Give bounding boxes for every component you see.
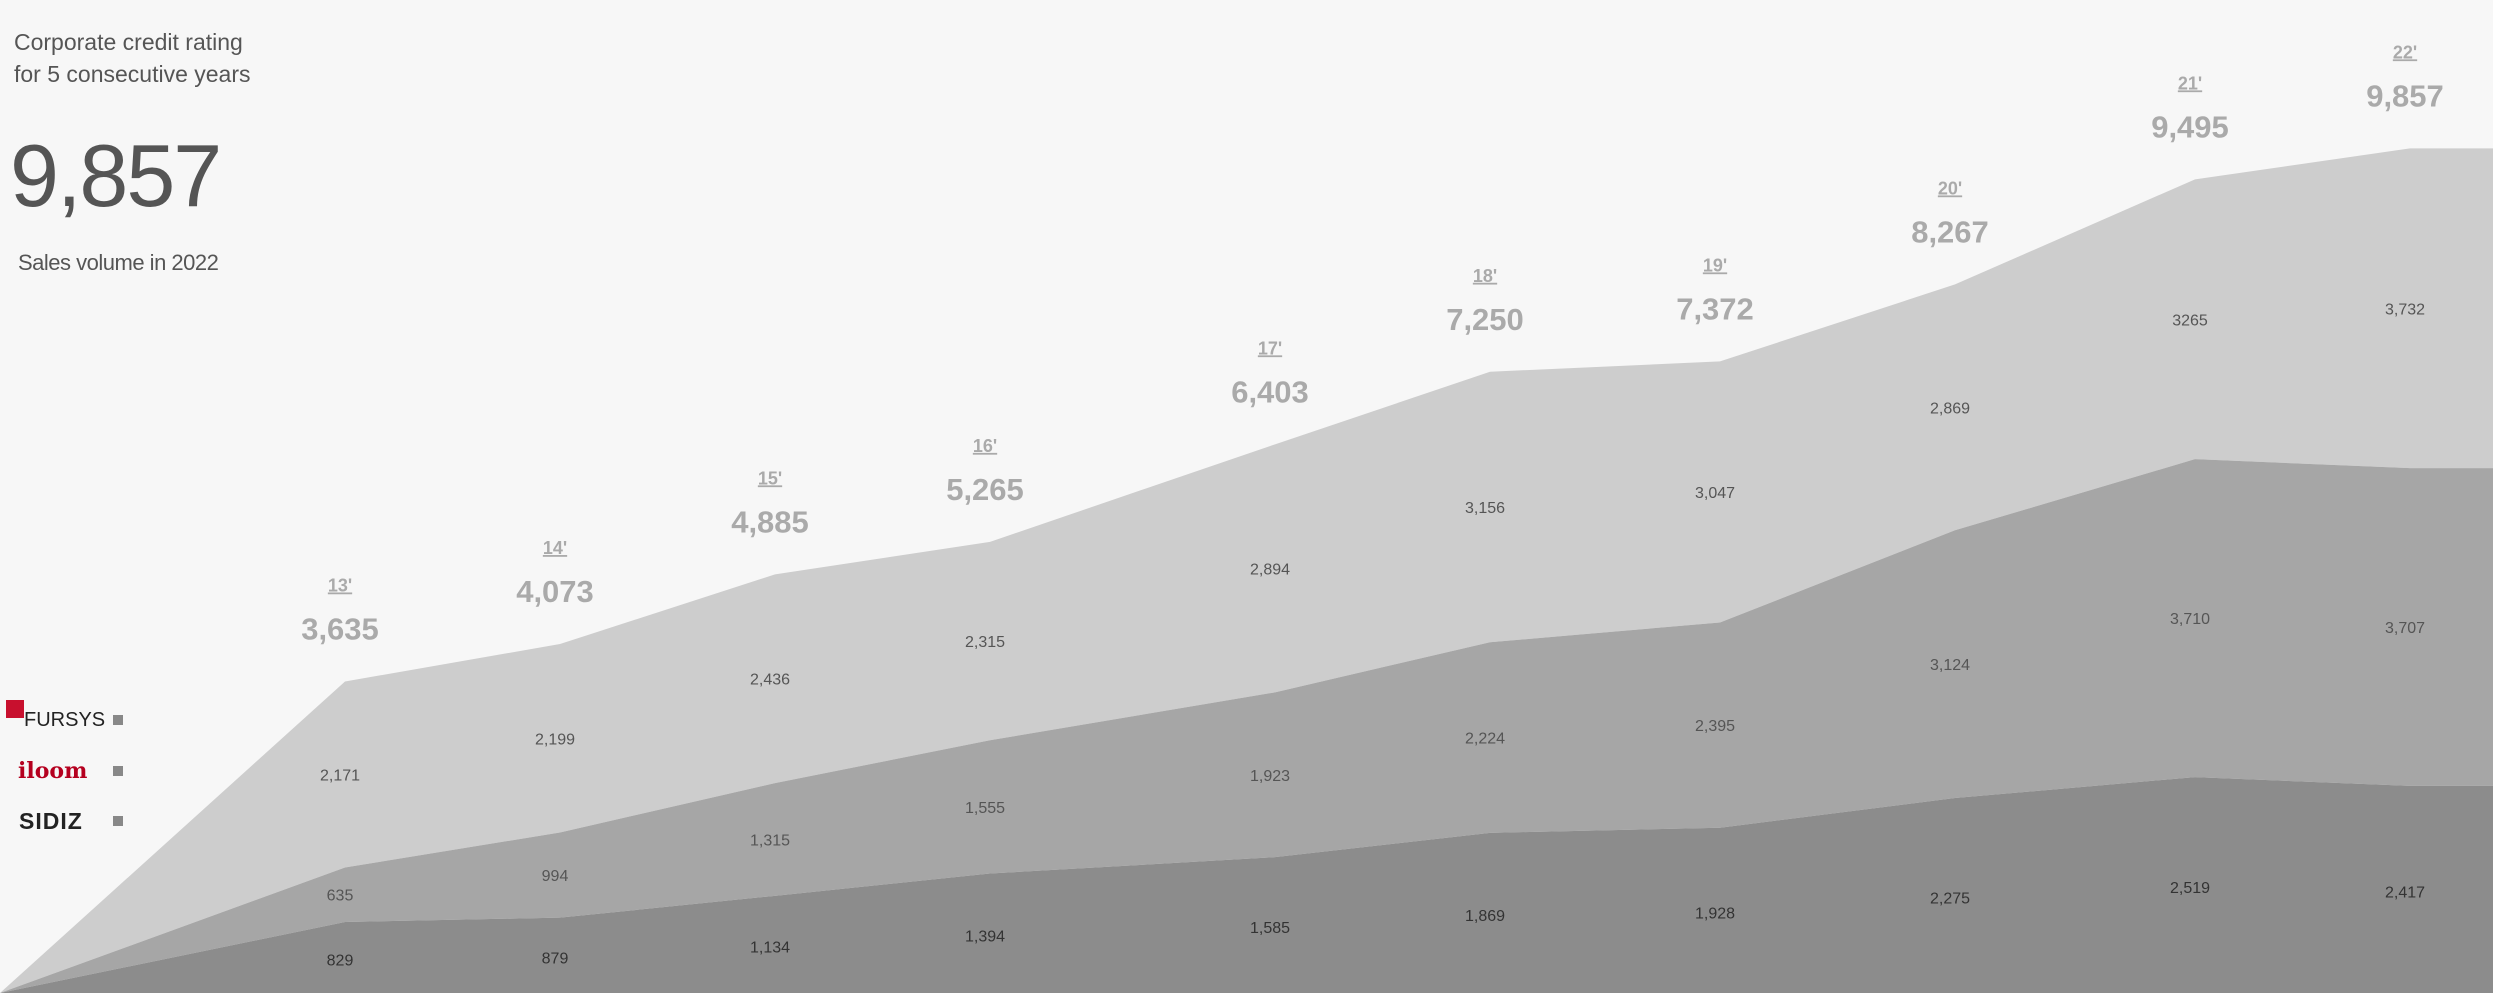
headline-line-2: for 5 consecutive years <box>14 61 251 87</box>
total-label: 3,635 <box>301 611 379 646</box>
legend-label-sidiz: SIDIZ <box>19 807 83 834</box>
year-label: 22' <box>2393 42 2417 62</box>
data-label-middle: 635 <box>327 888 354 905</box>
total-label: 5,265 <box>946 472 1024 507</box>
year-label: 13' <box>328 575 352 595</box>
legend-swatch-sidiz <box>113 816 123 826</box>
total-label: 4,073 <box>516 574 594 609</box>
year-label: 15' <box>758 468 782 488</box>
data-label-top: 2,436 <box>750 672 790 689</box>
legend-label-iloom: iloom <box>18 758 88 784</box>
data-label-top: 2,894 <box>1250 561 1290 578</box>
data-label-middle: 1,923 <box>1250 768 1290 785</box>
data-label-bottom: 879 <box>542 950 569 967</box>
year-label: 14' <box>543 538 567 558</box>
headline: Corporate credit rating for 5 consecutiv… <box>14 26 251 90</box>
data-label-bottom: 2,519 <box>2170 880 2210 897</box>
data-label-bottom: 1,394 <box>965 928 1005 945</box>
headline-line-1: Corporate credit rating <box>14 29 243 55</box>
data-label-bottom: 2,417 <box>2385 884 2425 901</box>
area-series-bottom <box>0 777 2493 993</box>
data-label-bottom: 1,869 <box>1465 908 1505 925</box>
total-label: 9,495 <box>2151 109 2229 144</box>
legend-item-sidiz: SIDIZ <box>0 806 123 836</box>
data-label-top: 2,315 <box>965 634 1005 651</box>
total-label: 9,857 <box>2366 78 2444 113</box>
year-label: 19' <box>1703 255 1727 275</box>
data-label-top: 3,156 <box>1465 500 1505 517</box>
legend-item-iloom: iloom <box>0 756 123 786</box>
data-label-top: 3265 <box>2172 312 2208 329</box>
legend-label-fursys: FURSYS <box>24 708 106 731</box>
year-label: 18' <box>1473 266 1497 286</box>
total-label: 7,372 <box>1676 291 1754 326</box>
year-label: 17' <box>1258 338 1282 358</box>
sales-volume-number: 9,857 <box>10 126 222 225</box>
area-series-middle <box>0 459 2493 993</box>
legend-swatch-fursys <box>113 715 123 725</box>
area-series-top <box>0 148 2493 993</box>
data-label-top: 3,732 <box>2385 301 2425 318</box>
total-label: 4,885 <box>731 504 809 539</box>
data-label-middle: 994 <box>542 868 569 885</box>
data-label-bottom: 1,928 <box>1695 905 1735 922</box>
data-label-middle: 3,710 <box>2170 611 2210 628</box>
data-label-bottom: 1,585 <box>1250 920 1290 937</box>
data-label-middle: 1,555 <box>965 800 1005 817</box>
year-label: 20' <box>1938 178 1962 198</box>
data-label-top: 3,047 <box>1695 485 1735 502</box>
sales-volume-caption: Sales volume in 2022 <box>18 250 219 275</box>
data-label-middle: 3,707 <box>2385 620 2425 637</box>
year-label: 16' <box>973 436 997 456</box>
data-label-top: 2,199 <box>535 731 575 748</box>
data-label-bottom: 1,134 <box>750 939 790 956</box>
data-label-middle: 3,124 <box>1930 657 1970 674</box>
data-label-bottom: 829 <box>327 952 354 969</box>
legend-swatch-iloom <box>113 766 123 776</box>
data-label-top: 2,869 <box>1930 400 1970 417</box>
legend-item-fursys: FURSYS <box>0 705 123 735</box>
year-label: 21' <box>2178 73 2202 93</box>
fursys-logo-icon <box>6 700 24 718</box>
data-label-top: 2,171 <box>320 768 360 785</box>
total-label: 7,250 <box>1446 302 1524 337</box>
data-label-middle: 2,395 <box>1695 718 1735 735</box>
total-label: 6,403 <box>1231 374 1309 409</box>
data-label-middle: 1,315 <box>750 832 790 849</box>
data-label-bottom: 2,275 <box>1930 891 1970 908</box>
total-label: 8,267 <box>1911 214 1989 249</box>
data-label-middle: 2,224 <box>1465 731 1505 748</box>
